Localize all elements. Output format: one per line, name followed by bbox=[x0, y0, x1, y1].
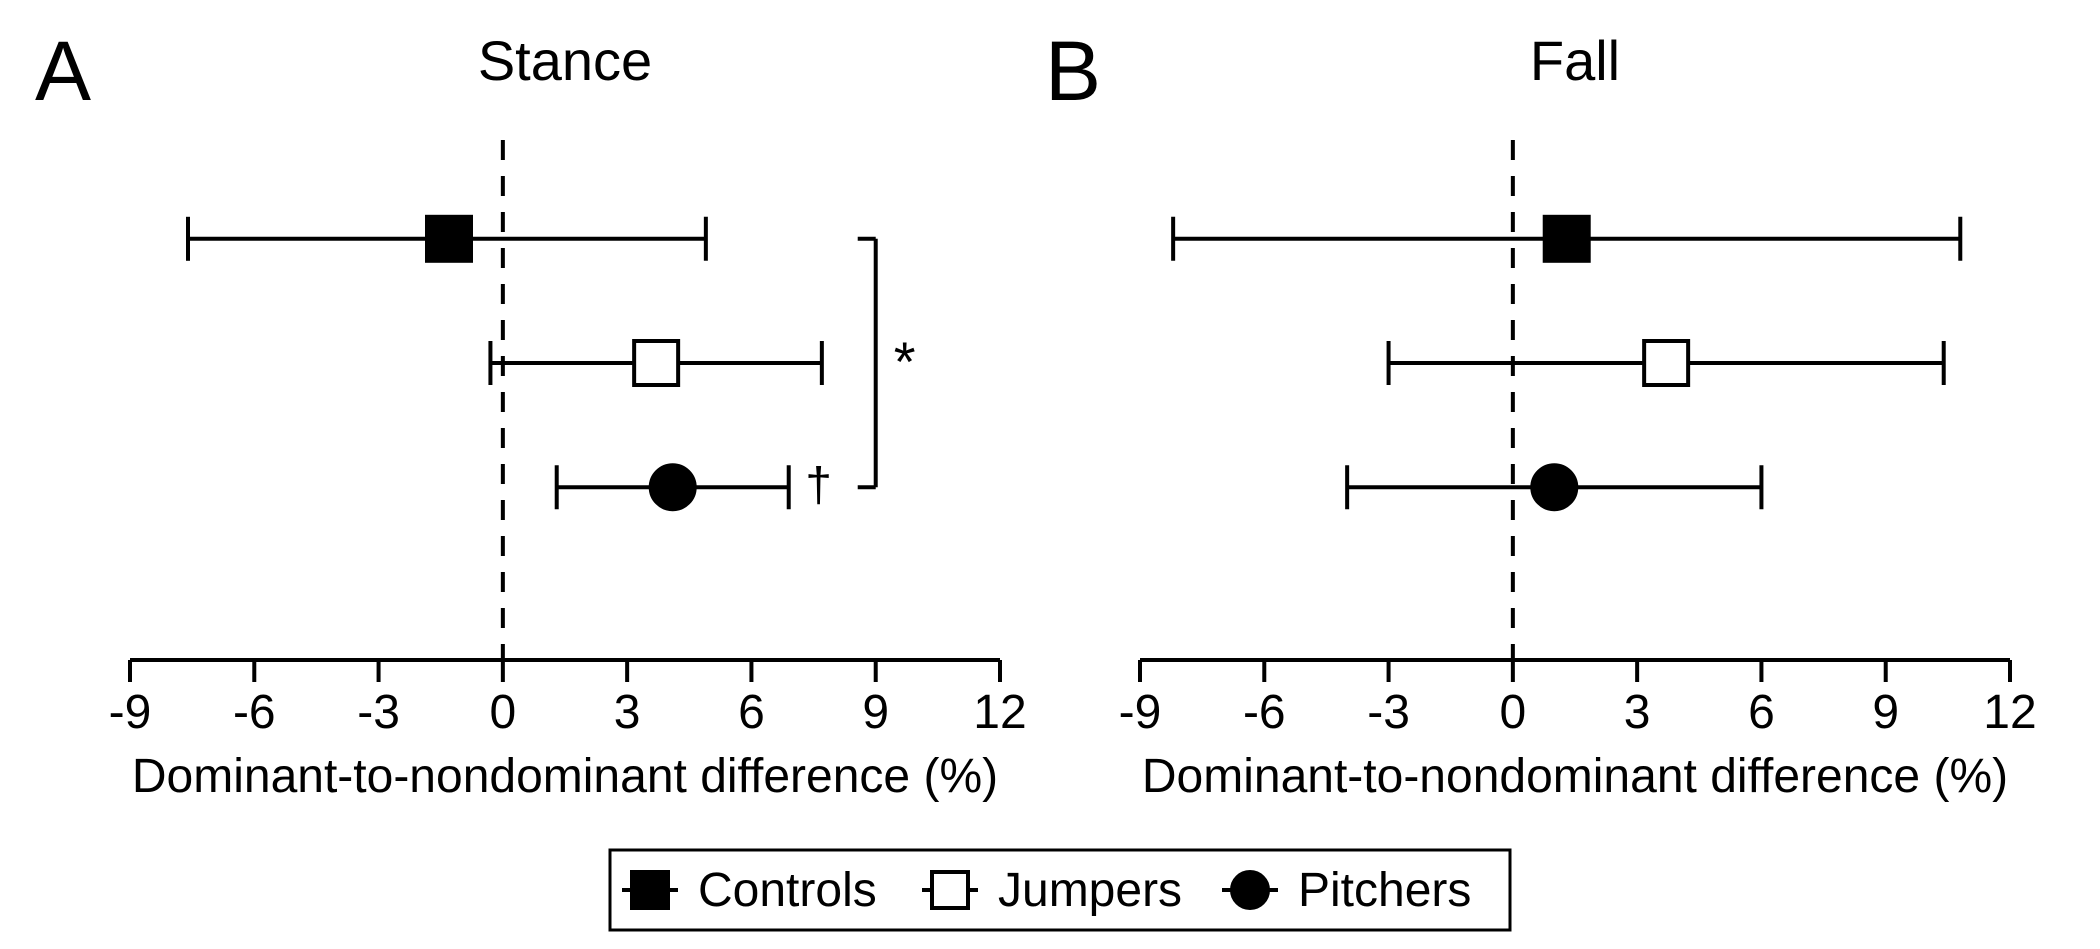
xtick-label: 9 bbox=[1872, 686, 1899, 739]
panel-letter: B bbox=[1045, 24, 1101, 118]
figure-container: -9 -6 -3 0 3 6 9 12 Dominant-to-nondominant diff… bbox=[0, 0, 2100, 949]
xtick-label: -9 bbox=[1119, 686, 1162, 739]
xtick-label: 9 bbox=[862, 686, 889, 739]
x-axis-label: Dominant-to-nondominant difference (%) bbox=[132, 750, 998, 803]
legend: Controls Jumpers Pitchers bbox=[610, 850, 1510, 930]
panel-letter: A bbox=[35, 24, 91, 118]
xtick-label: -3 bbox=[1367, 686, 1410, 739]
bracket-star: * bbox=[894, 330, 916, 393]
xtick-label: 0 bbox=[1500, 686, 1527, 739]
xtick-label: 3 bbox=[1624, 686, 1651, 739]
x-axis-label: Dominant-to-nondominant difference (%) bbox=[1142, 750, 2008, 803]
xtick-label: 3 bbox=[614, 686, 641, 739]
xtick-label: -6 bbox=[1243, 686, 1286, 739]
legend-label-jumpers: Jumpers bbox=[998, 864, 1182, 917]
dagger-annotation: † bbox=[805, 459, 832, 512]
xtick-label: -3 bbox=[357, 686, 400, 739]
xtick-label: 0 bbox=[490, 686, 517, 739]
panel-title: Fall bbox=[1530, 29, 1620, 92]
xtick-label: 6 bbox=[1748, 686, 1775, 739]
xtick-label: 12 bbox=[1983, 686, 2036, 739]
legend-label-controls: Controls bbox=[698, 864, 877, 917]
xtick-label: -9 bbox=[109, 686, 152, 739]
figure-svg: -9 -6 -3 0 3 6 9 12 Dominant-to-nondominant diff… bbox=[0, 0, 2100, 949]
xtick-label: -6 bbox=[233, 686, 276, 739]
panel-title: Stance bbox=[478, 29, 652, 92]
legend-label-pitchers: Pitchers bbox=[1298, 864, 1471, 917]
xtick-label: 6 bbox=[738, 686, 765, 739]
xtick-label: 12 bbox=[973, 686, 1026, 739]
